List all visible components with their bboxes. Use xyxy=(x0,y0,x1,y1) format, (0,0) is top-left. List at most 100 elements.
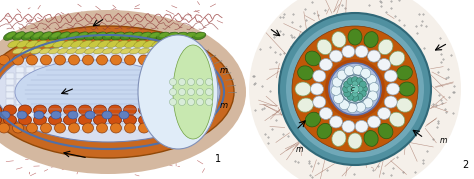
Bar xyxy=(192,86,200,92)
Ellipse shape xyxy=(359,81,366,88)
Ellipse shape xyxy=(15,32,25,38)
Bar xyxy=(143,118,151,124)
Ellipse shape xyxy=(98,40,110,48)
Ellipse shape xyxy=(69,123,80,133)
Ellipse shape xyxy=(67,48,77,54)
Ellipse shape xyxy=(139,48,149,54)
Bar xyxy=(74,79,82,85)
Ellipse shape xyxy=(356,78,363,85)
Bar xyxy=(143,86,151,92)
Bar xyxy=(65,118,73,124)
Ellipse shape xyxy=(97,55,108,65)
Ellipse shape xyxy=(66,32,80,40)
Bar xyxy=(163,73,171,79)
Bar xyxy=(45,92,53,98)
Bar xyxy=(16,105,24,111)
Ellipse shape xyxy=(138,55,149,65)
Bar xyxy=(153,124,161,130)
Ellipse shape xyxy=(125,123,136,133)
Bar xyxy=(173,60,181,66)
Ellipse shape xyxy=(181,123,191,133)
Ellipse shape xyxy=(96,32,106,38)
Ellipse shape xyxy=(76,48,86,54)
Bar xyxy=(192,92,200,98)
Ellipse shape xyxy=(6,32,16,38)
Bar xyxy=(114,54,122,60)
Bar xyxy=(84,111,92,117)
Ellipse shape xyxy=(60,32,70,38)
Ellipse shape xyxy=(24,32,34,38)
Bar xyxy=(74,99,82,105)
Bar xyxy=(104,73,112,79)
Ellipse shape xyxy=(352,95,358,101)
Ellipse shape xyxy=(97,123,108,133)
Bar xyxy=(173,124,181,130)
Bar xyxy=(36,73,43,79)
Ellipse shape xyxy=(378,123,393,139)
Bar xyxy=(94,86,102,92)
Ellipse shape xyxy=(3,105,17,115)
Ellipse shape xyxy=(355,46,368,58)
Ellipse shape xyxy=(130,48,140,54)
Ellipse shape xyxy=(123,33,133,37)
Ellipse shape xyxy=(138,123,149,133)
Ellipse shape xyxy=(369,83,379,93)
Ellipse shape xyxy=(342,46,355,58)
Bar xyxy=(173,79,181,85)
Ellipse shape xyxy=(165,32,179,40)
Bar xyxy=(84,118,92,124)
Ellipse shape xyxy=(17,40,29,48)
Ellipse shape xyxy=(18,115,31,125)
Bar xyxy=(84,60,92,66)
Ellipse shape xyxy=(154,105,166,115)
Bar xyxy=(26,99,34,105)
Ellipse shape xyxy=(179,40,191,48)
Ellipse shape xyxy=(120,32,134,40)
Ellipse shape xyxy=(181,55,191,65)
Ellipse shape xyxy=(356,102,365,112)
Bar xyxy=(94,67,102,73)
Ellipse shape xyxy=(319,59,332,71)
Ellipse shape xyxy=(111,32,125,40)
Ellipse shape xyxy=(305,51,320,66)
Bar xyxy=(123,118,131,124)
Bar xyxy=(74,118,82,124)
Ellipse shape xyxy=(93,32,107,40)
Ellipse shape xyxy=(166,123,177,133)
Ellipse shape xyxy=(3,115,17,125)
Circle shape xyxy=(341,75,369,103)
Ellipse shape xyxy=(71,40,83,48)
Ellipse shape xyxy=(44,40,56,48)
Ellipse shape xyxy=(147,32,161,40)
Text: 2: 2 xyxy=(462,160,468,170)
Bar xyxy=(36,118,43,124)
Ellipse shape xyxy=(206,79,212,86)
Bar xyxy=(182,60,190,66)
Ellipse shape xyxy=(119,111,129,119)
Ellipse shape xyxy=(188,98,194,105)
Bar xyxy=(45,105,53,111)
Ellipse shape xyxy=(94,48,104,54)
Ellipse shape xyxy=(0,55,9,65)
Bar xyxy=(36,86,43,92)
Bar xyxy=(45,79,53,85)
Ellipse shape xyxy=(79,105,91,115)
Bar xyxy=(16,73,24,79)
Ellipse shape xyxy=(15,60,171,124)
Bar xyxy=(36,99,43,105)
Bar xyxy=(143,105,151,111)
Bar xyxy=(84,54,92,60)
Ellipse shape xyxy=(359,90,366,97)
Ellipse shape xyxy=(79,115,91,125)
Bar xyxy=(104,124,112,130)
Ellipse shape xyxy=(33,32,43,38)
Bar xyxy=(36,67,43,73)
Ellipse shape xyxy=(344,81,351,88)
Ellipse shape xyxy=(134,40,146,48)
Circle shape xyxy=(329,63,381,115)
Bar xyxy=(55,79,63,85)
Bar xyxy=(74,60,82,66)
Ellipse shape xyxy=(12,55,24,65)
Bar xyxy=(84,86,92,92)
Bar xyxy=(192,111,200,117)
